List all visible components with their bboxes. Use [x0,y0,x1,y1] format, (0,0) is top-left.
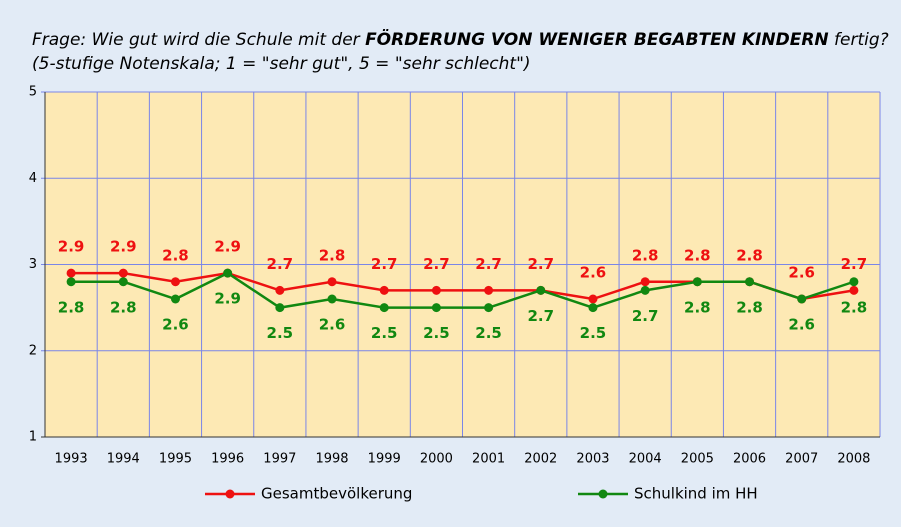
legend-marker [225,489,235,499]
x-tick-label: 2008 [837,452,870,467]
data-point [484,285,494,295]
data-label: 2.9 [214,290,241,308]
data-label: 2.8 [684,246,711,264]
chart-title: Frage: Wie gut wird die Schule mit der F… [32,28,889,50]
data-label: 2.8 [58,298,85,316]
title-part: Frage: Wie gut wird die Schule mit der [32,30,365,50]
x-tick-label: 1994 [107,452,140,467]
data-point [118,277,128,287]
data-point [588,303,598,313]
data-label: 2.8 [110,298,137,316]
x-tick-label: 1993 [55,452,88,467]
data-point [275,303,285,313]
data-label: 2.9 [214,238,241,256]
y-tick-label: 2 [29,343,37,358]
legend-marker [598,489,608,499]
data-label: 2.9 [58,238,85,256]
data-label: 2.5 [423,324,450,342]
data-label: 2.6 [788,264,815,282]
data-label: 2.6 [580,264,607,282]
data-label: 2.6 [319,316,346,334]
x-tick-label: 1998 [315,452,348,467]
data-point [223,268,233,278]
x-tick-label: 2005 [681,452,714,467]
x-tick-label: 2007 [785,452,818,467]
data-point [849,277,859,287]
x-tick-label: 1999 [368,452,401,467]
series-line [71,271,855,309]
x-tick-label: 2002 [524,452,557,467]
legend-label: Schulkind im HH [634,485,758,503]
title-emphasis: FÖRDERUNG VON WENIGER BEGABTEN KINDERN [365,28,829,50]
data-point [66,268,76,278]
data-label: 2.8 [841,298,868,316]
data-label: 2.8 [319,246,346,264]
data-point [745,277,755,287]
x-tick-label: 2003 [576,452,609,467]
chart-subtitle: (5-stufige Notenskala; 1 = "sehr gut", 5… [32,54,531,74]
data-point [588,294,598,304]
data-label: 2.8 [162,246,189,264]
data-point [797,294,807,304]
data-label: 2.8 [632,246,659,264]
data-label: 2.7 [527,307,554,325]
x-tick-label: 2004 [629,452,662,467]
data-point [640,285,650,295]
x-tick-label: 2006 [733,452,766,467]
data-point [692,277,702,287]
x-tick-label: 1996 [211,452,244,467]
data-label: 2.9 [110,238,137,256]
x-tick-label: 1997 [263,452,296,467]
y-tick-label: 4 [29,171,37,186]
data-label: 2.7 [632,307,659,325]
x-tick-label: 1995 [159,452,192,467]
data-label: 2.7 [267,255,294,273]
data-point [484,303,494,313]
data-point [536,285,546,295]
data-point [118,268,128,278]
data-point [849,285,859,295]
data-point [379,285,389,295]
data-point [275,285,285,295]
title-part: fertig? [829,30,889,50]
data-label: 2.6 [162,316,189,334]
data-point [170,294,180,304]
data-point [327,294,337,304]
y-tick-label: 3 [29,257,37,272]
data-label: 2.8 [684,298,711,316]
data-point [66,277,76,287]
x-tick-label: 2001 [472,452,505,467]
legend-label: Gesamtbevölkerung [261,485,412,503]
data-label: 2.7 [841,255,868,273]
data-label: 2.5 [267,324,294,342]
data-point [431,303,441,313]
data-point [170,277,180,287]
data-label: 2.7 [423,255,450,273]
data-label: 2.5 [371,324,398,342]
data-label: 2.5 [475,324,502,342]
data-label: 2.5 [580,324,607,342]
y-tick-label: 1 [29,430,37,445]
data-label: 2.6 [788,316,815,334]
x-tick-label: 2000 [420,452,453,467]
data-point [640,277,650,287]
y-tick-label: 5 [29,85,37,100]
data-label: 2.7 [475,255,502,273]
data-label: 2.7 [527,255,554,273]
data-label: 2.7 [371,255,398,273]
data-point [379,303,389,313]
data-label: 2.8 [736,298,763,316]
data-point [327,277,337,287]
data-label: 2.8 [736,246,763,264]
data-point [431,285,441,295]
